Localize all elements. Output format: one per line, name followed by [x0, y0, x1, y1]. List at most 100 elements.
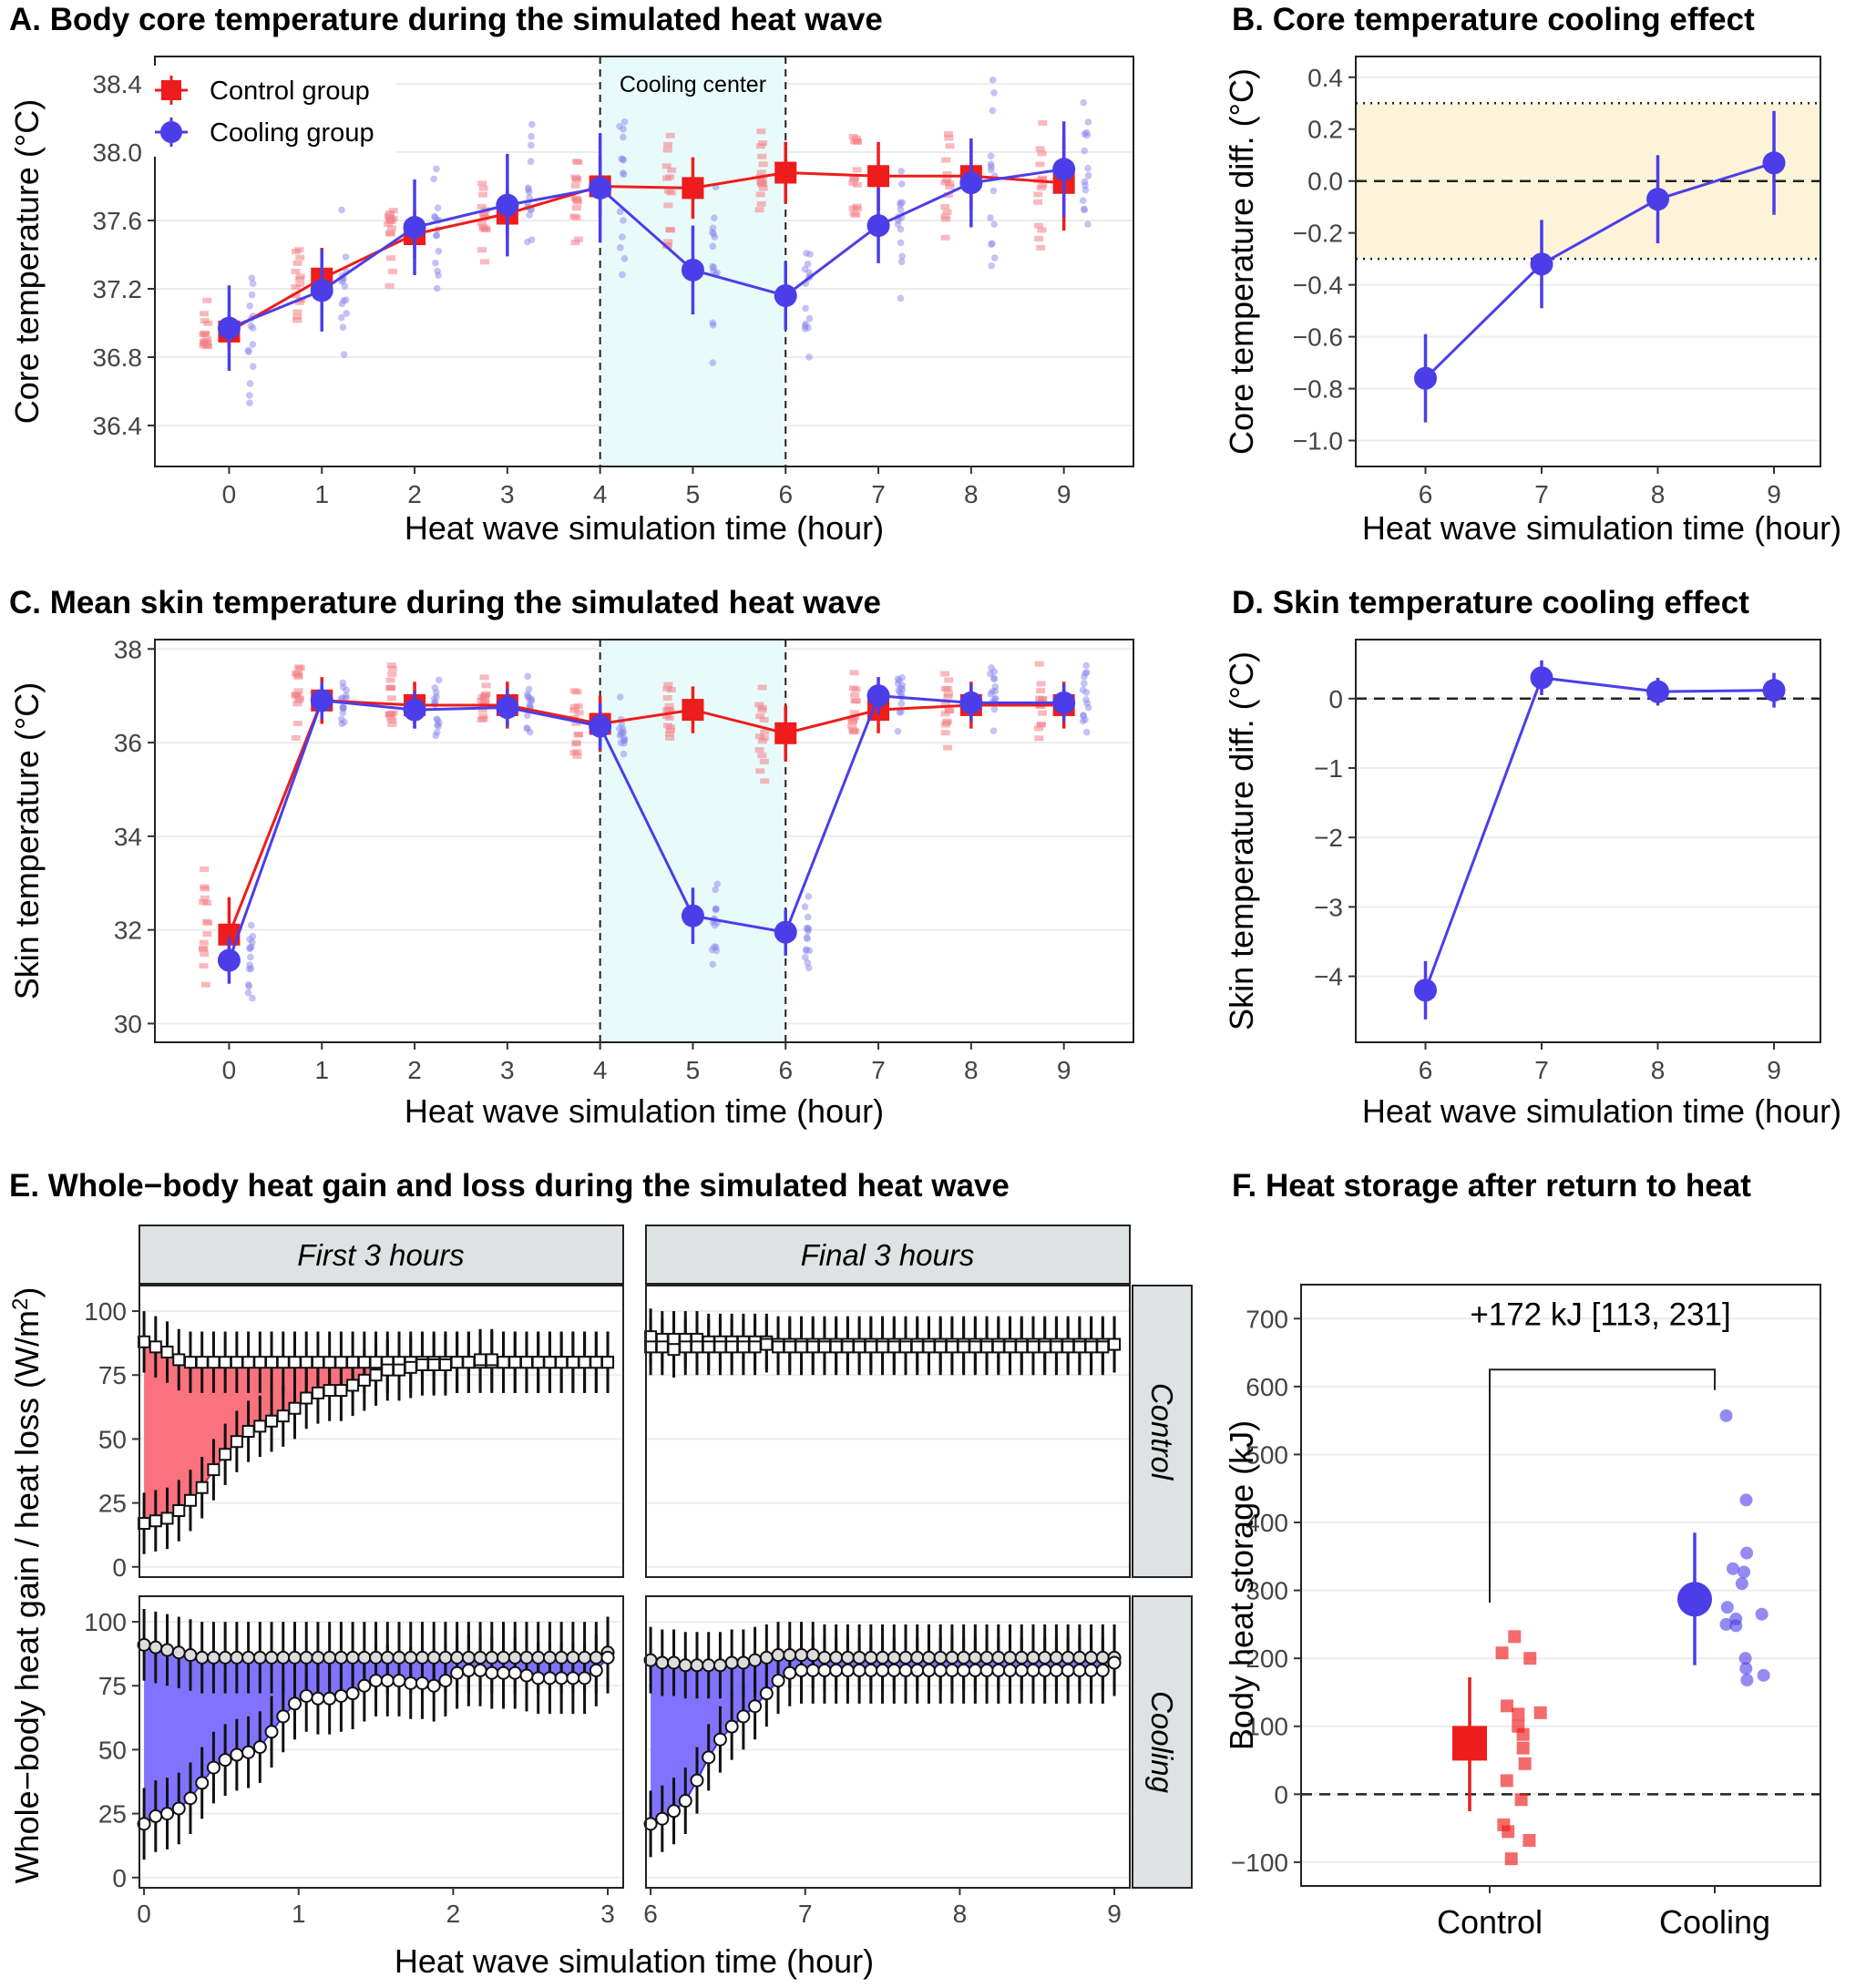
individual-control-point — [385, 677, 395, 683]
panel-e-y-label-suffix: ) — [8, 1287, 46, 1298]
heat-loss-point — [543, 1356, 557, 1369]
individual-cooling-point — [1081, 680, 1088, 687]
individual-control-point — [384, 231, 395, 237]
individual-cooling-point — [713, 947, 721, 955]
heat-loss-point — [485, 1353, 498, 1367]
individual-cooling-point — [894, 727, 902, 735]
heat-loss-point — [969, 1340, 982, 1354]
individual-control-point — [662, 695, 672, 702]
individual-cooling-point — [430, 695, 438, 702]
individual-control-point — [665, 724, 675, 731]
individual-control-point — [848, 717, 858, 723]
individual-control-point — [755, 713, 765, 720]
individual-control-point — [940, 213, 950, 220]
individual-cooling-point — [616, 122, 623, 130]
heat-loss-point — [794, 1663, 808, 1677]
facet-background — [646, 1596, 1130, 1888]
individual-cooling-point — [898, 199, 907, 207]
individual-cooling-point — [249, 280, 257, 288]
heat-loss-point — [566, 1671, 580, 1686]
y-tick-label: 36 — [114, 729, 142, 757]
heat-gain-point — [817, 1650, 832, 1665]
individual-control-point — [572, 198, 582, 204]
individual-control-point — [755, 191, 765, 198]
individual-control-point — [943, 693, 953, 700]
heat-loss-point — [1096, 1340, 1110, 1354]
individual-control-point — [199, 946, 209, 952]
individual-cooling-point — [246, 944, 253, 952]
individual-control-point — [479, 674, 489, 681]
heat-gain-point — [311, 1650, 325, 1665]
heat-loss-point — [667, 1804, 682, 1819]
individual-cooling-point — [619, 169, 627, 177]
individual-cooling-point — [1080, 98, 1088, 107]
individual-control-point — [573, 236, 583, 242]
heat-loss-point — [415, 1675, 429, 1690]
heat-gain-point — [311, 1356, 324, 1369]
heat-loss-point — [922, 1340, 936, 1354]
individual-cooling-point — [897, 168, 905, 175]
heat-gain-point — [264, 1650, 279, 1665]
heat-loss-point — [968, 1663, 982, 1677]
heat-loss-point — [910, 1340, 924, 1354]
individual-cooling-point — [1081, 205, 1088, 213]
facet-frame — [138, 1595, 624, 1889]
individual-control-point — [295, 254, 305, 261]
y-tick-label: 37.6 — [93, 207, 143, 235]
panel-a-x-label: Heat wave simulation time (hour) — [405, 509, 884, 547]
individual-control-point — [1034, 235, 1044, 241]
individual-control-point — [202, 918, 212, 925]
individual-control-point — [851, 686, 861, 692]
heat-gain-point — [589, 1650, 603, 1665]
cooling-individual-point — [1729, 1619, 1743, 1633]
heat-loss-point — [276, 1409, 290, 1423]
individual-cooling-point — [989, 107, 997, 115]
individual-cooling-point — [802, 320, 809, 328]
y-tick-label: 0.0 — [1307, 168, 1343, 196]
individual-control-point — [661, 163, 672, 169]
control-individual-point — [1516, 1741, 1530, 1755]
individual-control-point — [200, 950, 210, 957]
heat-gain-point — [288, 1356, 302, 1369]
y-tick-label: 100 — [1246, 1713, 1288, 1741]
individual-control-point — [758, 161, 768, 168]
individual-control-point — [1038, 182, 1048, 189]
heat-gain-point — [300, 1356, 313, 1369]
panel-d-x-ticks: 6 7 8 9 — [1419, 1042, 1781, 1084]
cooling-point — [959, 691, 983, 714]
strip-cooling-label: Cooling — [1145, 1691, 1179, 1794]
y-tick-label: 50 — [98, 1425, 127, 1453]
individual-control-point — [477, 247, 487, 253]
panel-c-x-ticks: 0 1 2 3 4 5 6 7 8 9 — [222, 1042, 1071, 1084]
cooling-point — [496, 193, 519, 217]
heat-gain-point — [1014, 1650, 1029, 1665]
heat-gain-point — [357, 1356, 371, 1369]
heat-loss-point — [736, 1340, 750, 1354]
heat-gain-point — [667, 1655, 682, 1670]
individual-cooling-point — [620, 255, 629, 262]
cooling-series-line — [228, 168, 1064, 330]
heat-loss-point — [300, 1391, 313, 1405]
individual-cooling-point — [990, 668, 999, 676]
heat-loss-point — [207, 1463, 220, 1477]
individual-cooling-point — [991, 694, 1000, 702]
y-tick-label: −4 — [1314, 963, 1343, 991]
heat-loss-point — [921, 1663, 936, 1677]
heat-loss-point — [1014, 1663, 1029, 1677]
heat-loss-point — [323, 1384, 336, 1398]
individual-control-point — [756, 200, 766, 207]
individual-control-point — [663, 202, 673, 209]
individual-control-point — [1035, 146, 1045, 152]
individual-control-point — [384, 282, 395, 289]
heat-loss-point — [600, 1650, 615, 1665]
strip-control-label: Control — [1145, 1383, 1179, 1481]
cooling-individual-point — [1740, 1546, 1754, 1560]
x-tick-label: 2 — [407, 1056, 422, 1084]
heat-gain-point — [794, 1648, 808, 1663]
individual-cooling-point — [990, 254, 999, 261]
individual-control-point — [664, 731, 674, 737]
panel-c-individual-points — [198, 661, 1092, 1002]
strip-final-3-hours — [645, 1225, 1131, 1285]
cooling-series-line — [228, 694, 1064, 961]
individual-control-point — [294, 247, 304, 253]
